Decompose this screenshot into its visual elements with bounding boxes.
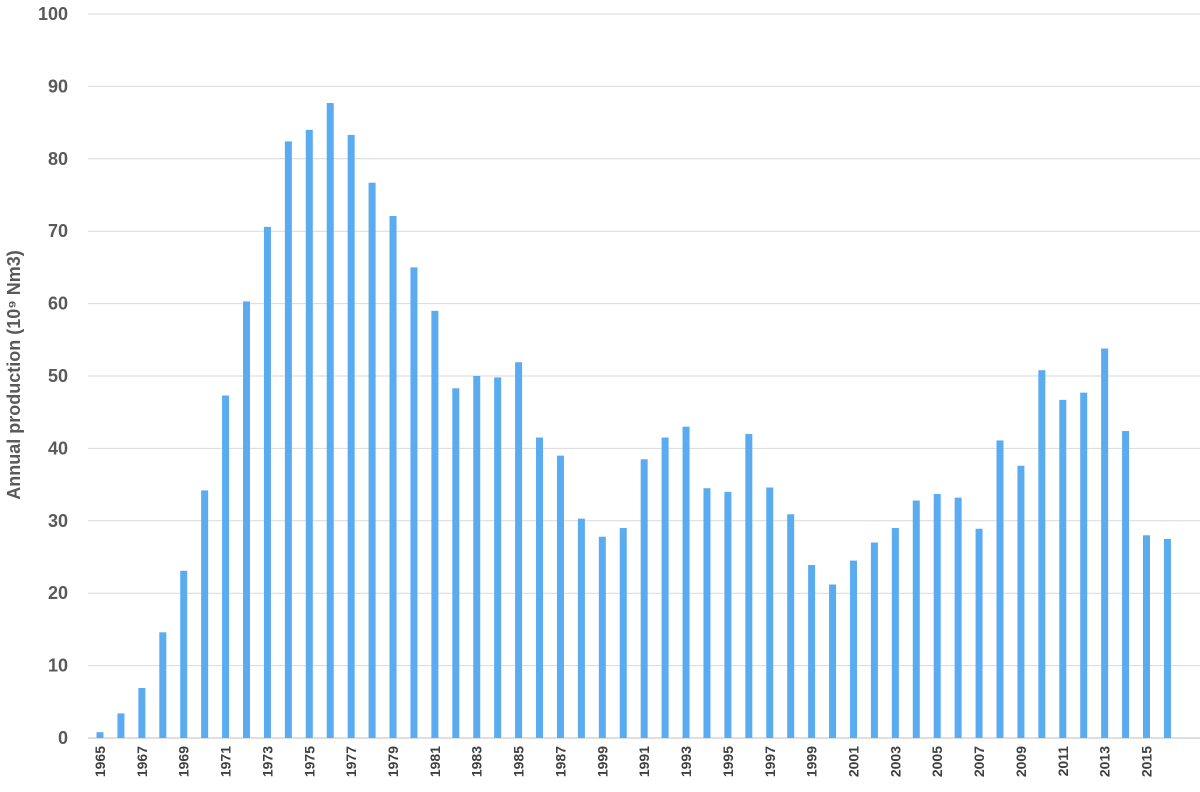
bar-2005	[933, 494, 941, 738]
y-tick-label: 20	[48, 583, 68, 603]
bar-1981	[431, 310, 439, 738]
bar-2010	[1038, 370, 1046, 738]
bar-1980	[410, 267, 418, 738]
bar-1970	[201, 490, 209, 738]
x-tick-label: 1983	[469, 746, 485, 777]
bar-1978	[368, 182, 376, 738]
bar-1996	[745, 433, 753, 738]
x-tick-label: 1993	[678, 746, 694, 777]
x-tick-label: 1969	[176, 746, 192, 777]
bar-1973	[263, 226, 271, 738]
gridlines	[88, 13, 1200, 739]
x-tick-label: 1975	[301, 746, 317, 777]
bar-1991	[640, 459, 648, 738]
x-tick-label: 1981	[427, 746, 443, 777]
y-tick-label: 10	[48, 656, 68, 676]
bar-2000	[829, 584, 837, 738]
x-tick-label: 1973	[259, 746, 275, 777]
x-axis-ticks: 1965 1967 1969 1971 1973 1975 1977 1979 1981 1983…	[92, 746, 1155, 777]
y-tick-label: 30	[48, 511, 68, 531]
bar-1986	[536, 437, 544, 738]
bar-1995	[724, 491, 732, 738]
bar-2002	[870, 542, 878, 738]
bar-1998	[787, 514, 795, 738]
bar-1974	[284, 141, 292, 738]
x-tick-label: 1987	[552, 746, 568, 777]
bar-2001	[849, 560, 857, 738]
bar-2015	[1143, 535, 1150, 738]
bar-1990	[619, 528, 627, 738]
bar-1965	[96, 732, 104, 738]
bar-2004	[912, 500, 920, 738]
bar-1979	[389, 215, 397, 739]
bar-1984	[494, 377, 502, 738]
x-tick-label: 1977	[343, 746, 359, 777]
x-tick-label: 1985	[511, 746, 527, 777]
y-tick-label: 80	[48, 149, 68, 169]
bar-2011	[1059, 399, 1067, 738]
bar-2016	[1163, 538, 1171, 738]
bar-1967	[138, 688, 146, 738]
bar-1968	[159, 632, 167, 738]
y-tick-label: 60	[48, 294, 68, 314]
bar-2007	[975, 528, 983, 738]
bar-1992	[661, 437, 669, 738]
y-tick-label: 0	[58, 728, 68, 748]
bar-1969	[180, 570, 188, 738]
x-tick-label: 1991	[636, 746, 652, 777]
x-tick-label: 2009	[1013, 746, 1029, 777]
bar-1988	[577, 518, 585, 738]
bar-1987	[556, 455, 564, 738]
x-tick-label: 1999	[804, 746, 820, 777]
x-tick-label: 1995	[720, 746, 736, 777]
bar-2014	[1122, 431, 1130, 738]
x-tick-label: 2003	[887, 746, 903, 777]
bar-2008	[996, 440, 1004, 738]
bars	[96, 103, 1171, 739]
bar-1982	[452, 388, 460, 738]
x-tick-label: 1967	[134, 746, 150, 777]
bar-1966	[117, 713, 125, 738]
bar-1985	[515, 362, 523, 738]
bar-1977	[347, 134, 355, 738]
y-tick-label: 100	[38, 4, 68, 24]
bar-1976	[326, 103, 334, 738]
x-tick-label: 2007	[971, 746, 987, 777]
bar-1993	[682, 426, 690, 738]
x-tick-label: 2011	[1055, 746, 1071, 777]
bar-2012	[1080, 392, 1088, 738]
bar-1972	[243, 301, 251, 738]
bar-1989	[598, 536, 606, 738]
y-tick-label: 70	[48, 221, 68, 241]
bar-1975	[305, 129, 313, 739]
bar-1994	[703, 488, 711, 738]
x-tick-label: 1965	[92, 746, 108, 777]
bar-1999	[808, 564, 816, 738]
y-tick-label: 50	[48, 366, 68, 386]
bar-2003	[891, 528, 899, 738]
x-tick-label: 2013	[1097, 746, 1113, 777]
x-tick-label: 1997	[762, 746, 778, 777]
x-tick-label: 2015	[1139, 746, 1155, 777]
bar-2009	[1017, 465, 1025, 738]
y-axis-ticks: 0 10 20 30 40 50 60 70 80 90 100	[38, 4, 68, 748]
bar-1971	[222, 395, 230, 738]
y-tick-label: 90	[48, 76, 68, 96]
x-tick-label: 2001	[845, 746, 861, 777]
x-tick-label: 1999	[594, 746, 610, 777]
bar-1997	[766, 487, 774, 738]
x-tick-label: 1979	[385, 746, 401, 777]
bar-2013	[1101, 348, 1109, 738]
y-axis-title: Annual production (10⁹ Nm3)	[4, 250, 24, 500]
x-tick-label: 2005	[929, 746, 945, 777]
bar-2006	[954, 497, 962, 738]
x-tick-label: 1971	[218, 746, 234, 777]
y-tick-label: 40	[48, 438, 68, 458]
bar-1983	[473, 376, 481, 738]
